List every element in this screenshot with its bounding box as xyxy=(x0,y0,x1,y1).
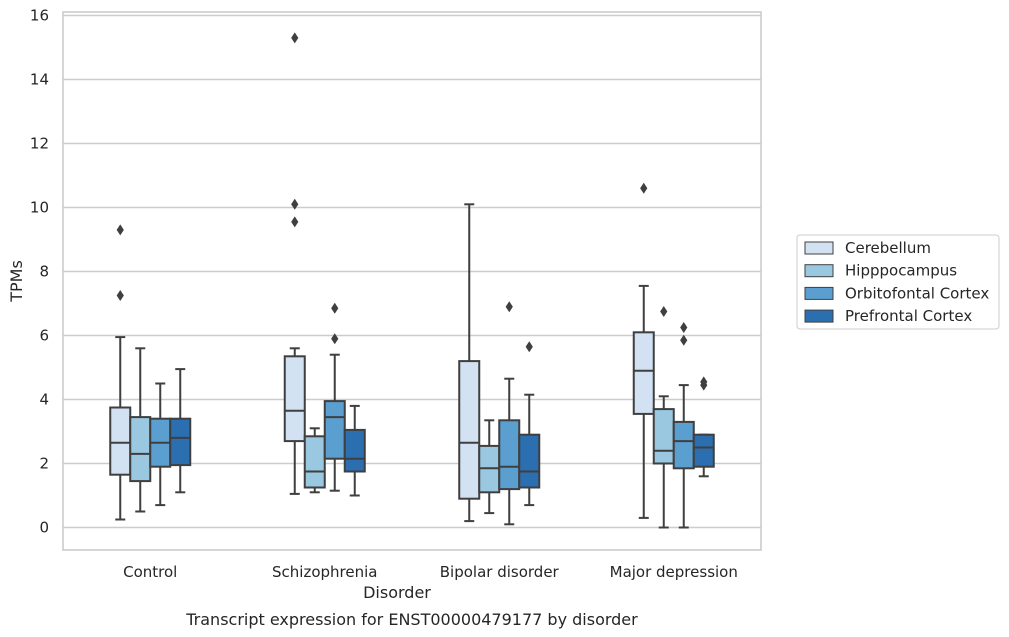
box-body xyxy=(343,428,366,473)
box-body xyxy=(672,420,695,470)
y-tick-label: 12 xyxy=(30,135,49,153)
y-tick-label: 8 xyxy=(39,263,49,281)
y-tick-label: 4 xyxy=(39,391,49,409)
box xyxy=(652,306,675,529)
box xyxy=(149,382,172,507)
y-axis-label: TPMs xyxy=(7,260,26,303)
box xyxy=(343,404,366,497)
outlier-point xyxy=(640,182,648,194)
outlier-point xyxy=(505,301,513,313)
outlier-point xyxy=(331,302,339,314)
box xyxy=(169,368,192,494)
chart-caption: Transcript expression for ENST0000047917… xyxy=(185,610,638,629)
box xyxy=(458,203,481,523)
y-tick-labels: 0 2 4 6 8 10 12 14 16 xyxy=(30,7,49,537)
legend-label: Cerebellum xyxy=(845,239,931,257)
x-tick-label: Schizophrenia xyxy=(272,563,377,581)
y-tick-label: 2 xyxy=(39,455,49,473)
x-tick-labels: Control Schizophrenia Bipolar disorder Majo… xyxy=(123,563,738,581)
outlier-point xyxy=(660,306,668,317)
x-axis-label: Disorder xyxy=(363,583,431,602)
box xyxy=(672,322,695,529)
outlier-point xyxy=(680,334,688,346)
box-body xyxy=(169,417,192,467)
legend-frame xyxy=(796,234,1000,330)
legend-label: Orbitofontal Cortex xyxy=(845,284,989,302)
box-body xyxy=(303,435,326,489)
x-tick-label: Bipolar disorder xyxy=(440,563,560,581)
box-body xyxy=(632,331,655,415)
box xyxy=(692,376,715,478)
box xyxy=(109,224,132,521)
box xyxy=(323,302,346,492)
plot-area-frame xyxy=(62,11,762,551)
box-body xyxy=(129,416,152,483)
y-tick-label: 0 xyxy=(39,519,49,537)
outlier-point xyxy=(331,333,339,345)
y-tick-label: 16 xyxy=(30,7,49,25)
box-body xyxy=(498,419,521,491)
legend-label: Prefrontal Cortex xyxy=(845,307,972,325)
box-plot-series xyxy=(109,32,715,529)
y-tick-label: 10 xyxy=(30,199,49,217)
outlier-point xyxy=(291,198,299,210)
box-body xyxy=(109,406,132,476)
legend-swatch xyxy=(804,286,834,300)
outlier-point xyxy=(116,224,124,236)
box xyxy=(478,419,501,515)
x-tick-label: Major depression xyxy=(610,563,738,581)
box xyxy=(303,427,326,494)
outlier-point xyxy=(291,32,299,44)
box xyxy=(129,347,152,513)
box xyxy=(498,301,521,526)
legend-items: Cerebellum Hipppocampus Orbitofontal Corte… xyxy=(804,239,989,325)
legend-swatch xyxy=(804,309,834,323)
x-tick-label: Control xyxy=(123,563,177,581)
box-body xyxy=(518,433,541,489)
outlier-point xyxy=(680,322,688,333)
box xyxy=(632,182,655,519)
box-body xyxy=(283,355,306,443)
outlier-point xyxy=(525,341,533,353)
legend-swatch xyxy=(804,241,834,255)
outlier-point xyxy=(700,376,708,388)
box xyxy=(518,341,541,507)
box xyxy=(283,32,306,495)
box-body xyxy=(692,433,715,468)
box-body xyxy=(323,400,346,460)
y-tick-label: 6 xyxy=(39,327,49,345)
y-tick-label: 14 xyxy=(30,71,49,89)
box-body xyxy=(652,408,675,465)
outlier-point xyxy=(291,216,299,228)
legend: Cerebellum Hipppocampus Orbitofontal Corte… xyxy=(796,234,1000,330)
legend-label: Hipppocampus xyxy=(845,262,957,280)
legend-swatch xyxy=(804,264,834,278)
box-body xyxy=(458,360,481,500)
outlier-point xyxy=(116,290,124,301)
